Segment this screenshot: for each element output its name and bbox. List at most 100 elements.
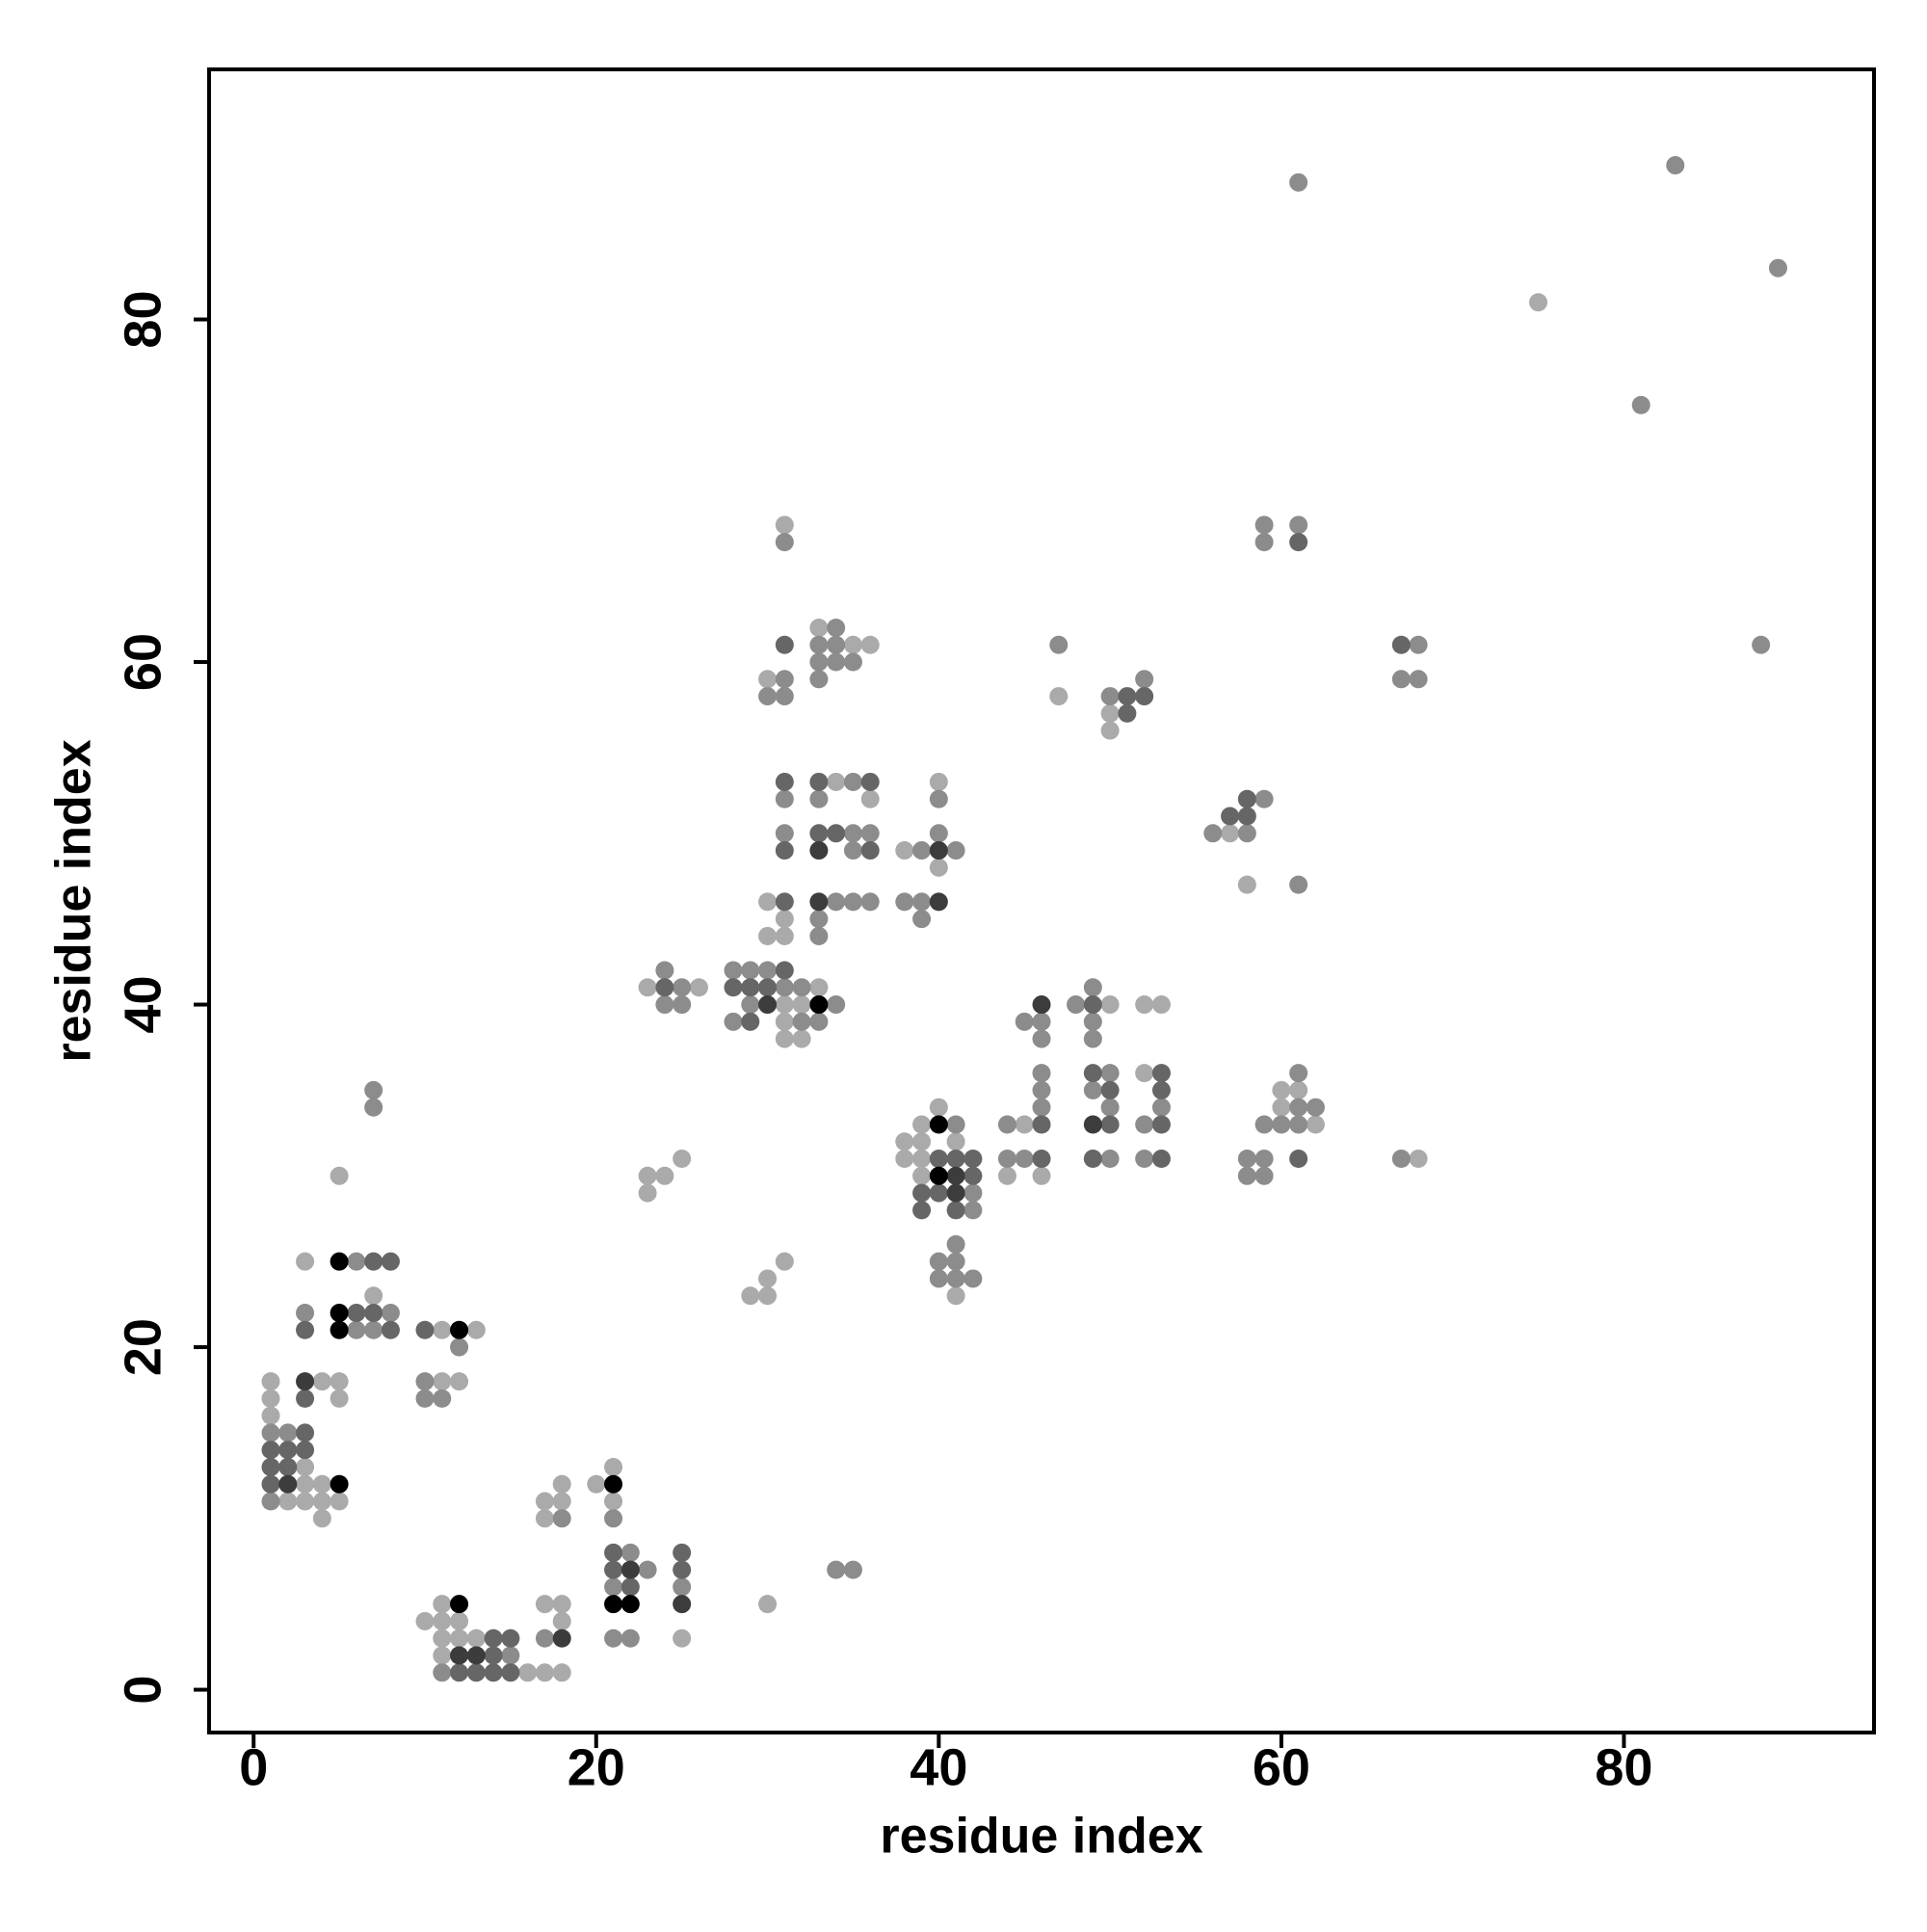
point [552,1628,571,1648]
point [741,995,760,1015]
point [946,1132,965,1151]
point [296,1441,315,1460]
point [466,1646,486,1665]
point [1151,1115,1171,1134]
point [604,1492,623,1511]
point [330,1372,349,1391]
point [1049,635,1069,654]
point [1289,516,1308,535]
point [1254,789,1274,808]
point [946,1201,965,1220]
point [450,1320,469,1339]
point [775,670,794,689]
point [587,1474,606,1494]
point [809,841,829,860]
point [433,1611,452,1630]
point [1203,824,1223,843]
point [843,1560,862,1579]
point [1529,293,1548,312]
point [673,1577,692,1597]
point [261,1474,280,1494]
point [1135,995,1154,1015]
point [655,995,674,1015]
point [843,841,862,860]
point [775,1029,794,1048]
point [809,652,829,672]
point [775,789,794,808]
point [1100,721,1120,740]
point [1391,635,1411,654]
point [860,789,880,808]
point [655,978,674,997]
point [1272,1080,1291,1099]
point [775,892,794,912]
point [1289,875,1308,894]
point [484,1663,503,1682]
point [912,1150,932,1169]
point [758,1269,778,1288]
point [312,1492,331,1511]
point [450,1646,469,1665]
point [929,772,948,791]
point [1631,395,1650,414]
point [484,1628,503,1648]
point [1100,703,1120,723]
point [673,1150,692,1169]
point [1032,1064,1051,1083]
point [415,1611,435,1630]
point [1409,670,1428,689]
point [775,995,794,1015]
point [827,772,846,791]
point [535,1509,554,1528]
point [364,1098,383,1117]
point [1391,670,1411,689]
point [929,841,948,860]
point [433,1320,452,1339]
point [929,1098,948,1117]
point [296,1492,315,1511]
point [758,961,778,980]
point [1237,1150,1256,1169]
point [1272,1098,1291,1117]
point [758,892,778,912]
point [466,1663,486,1682]
y-tick-label: 60 [114,633,172,691]
point [946,1150,965,1169]
point [620,1560,640,1579]
point [1254,1115,1274,1134]
point [433,1628,452,1648]
x-axis-title: residue index [880,1809,1202,1865]
point [415,1389,435,1408]
y-tick-label: 40 [114,976,172,1034]
point [312,1474,331,1494]
point [1272,1115,1291,1134]
point [296,1423,315,1442]
point [843,635,862,654]
point [364,1080,383,1099]
point [929,1115,948,1134]
point [535,1628,554,1648]
point [792,995,811,1015]
point [809,910,829,929]
point [809,1012,829,1031]
x-tick-label: 40 [910,1738,967,1796]
x-tick-label: 60 [1253,1738,1310,1796]
point [1752,635,1771,654]
point [1083,1080,1102,1099]
point [450,1628,469,1648]
point [620,1543,640,1562]
point [929,1269,948,1288]
point [964,1150,983,1169]
point [775,687,794,706]
point [261,1457,280,1476]
point [381,1252,400,1271]
point [1254,516,1274,535]
point [724,1012,743,1031]
point [638,1560,657,1579]
x-tick-label: 20 [568,1738,625,1796]
point [1254,533,1274,552]
point [330,1474,349,1494]
point [827,892,846,912]
point [1032,1166,1051,1185]
point [535,1492,554,1511]
